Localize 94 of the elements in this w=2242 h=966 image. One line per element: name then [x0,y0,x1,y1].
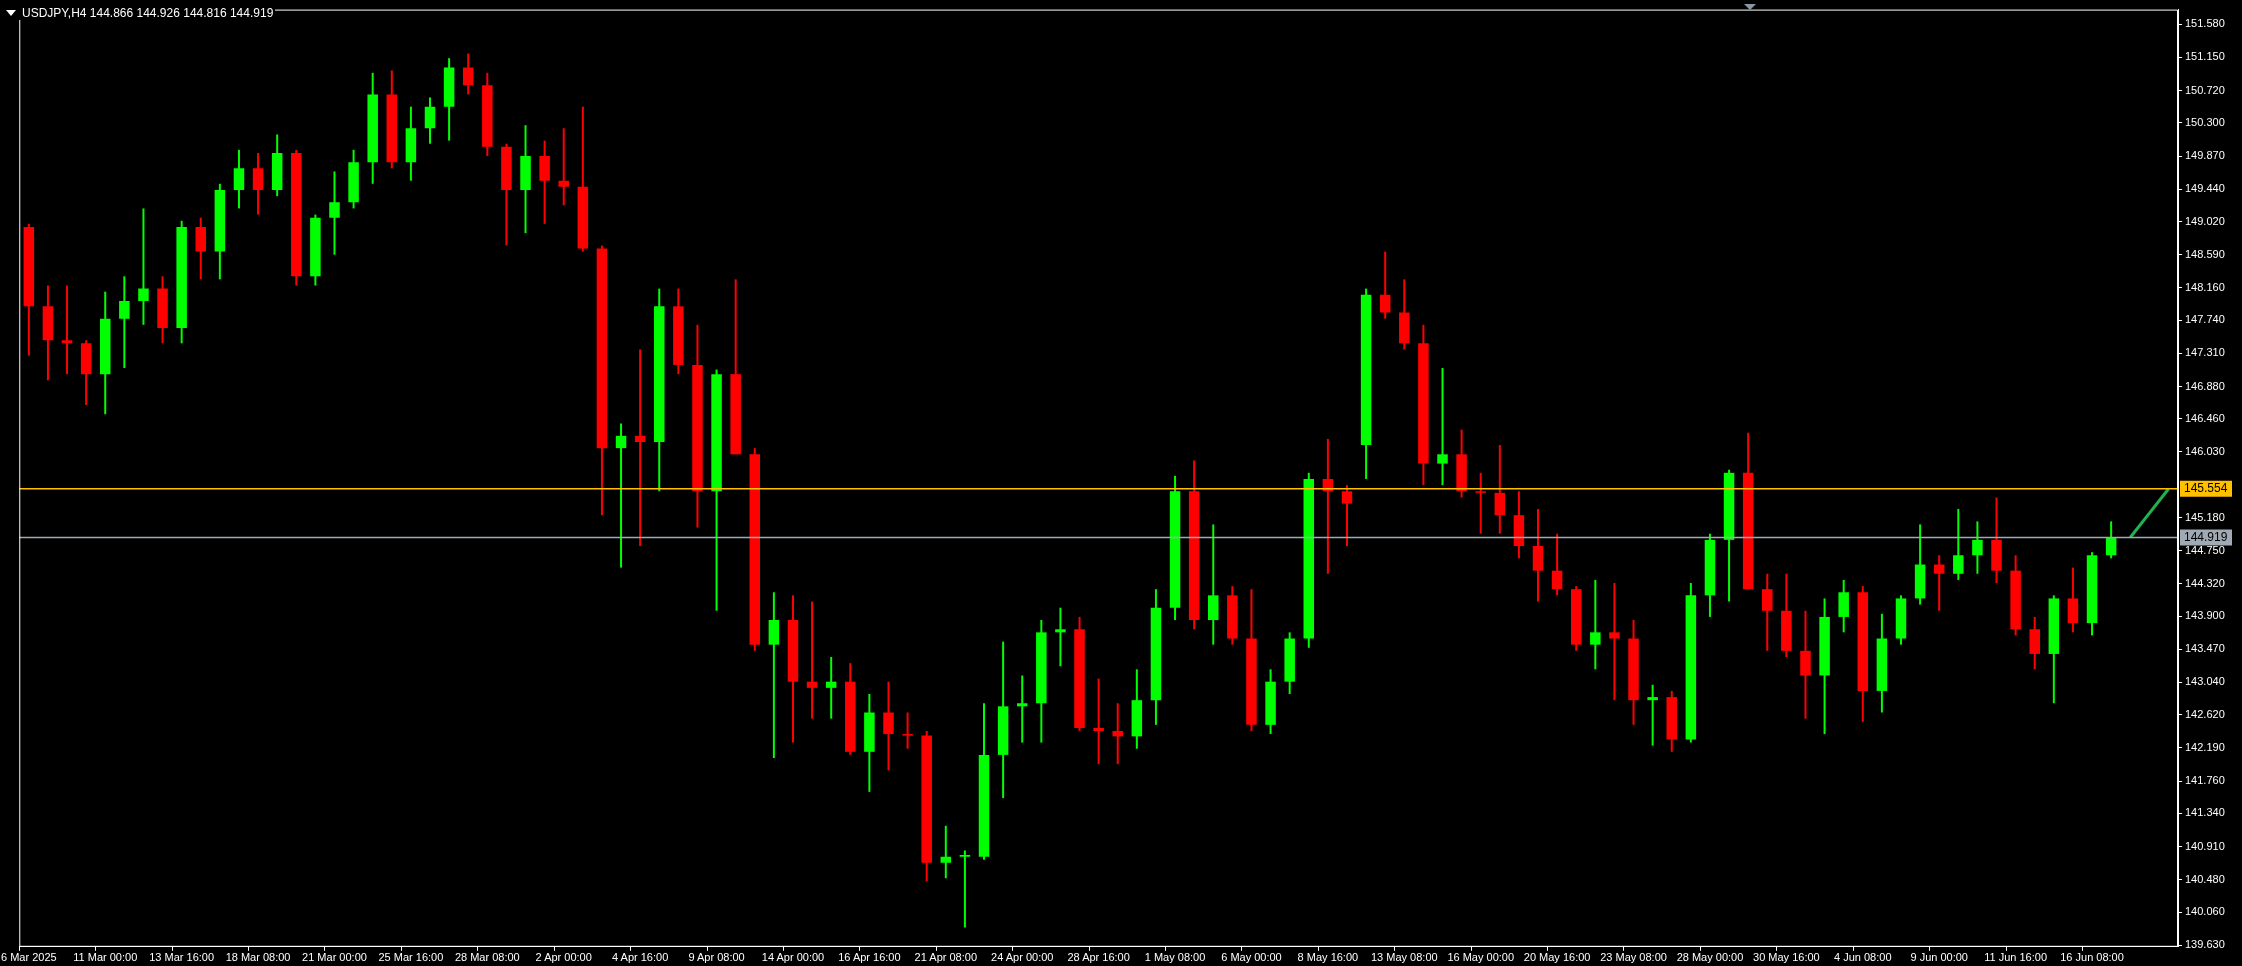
y-tick-label: 148.160 [2185,280,2225,293]
candlestick [1475,471,1486,535]
y-tick-label: 149.870 [2185,149,2225,162]
x-tick-label: 9 Jun 00:00 [1910,951,1968,964]
y-tick-label: 147.740 [2185,313,2225,326]
y-tick-label: 150.300 [2185,115,2225,128]
y-tick-label: 145.180 [2185,510,2225,523]
candlestick [1437,366,1448,487]
candlestick [1609,582,1620,702]
y-tick-label: 142.190 [2185,740,2225,753]
x-tick-label: 8 May 16:00 [1297,951,1359,964]
candlestick [119,275,130,369]
candlestick [329,170,340,256]
y-tick-label: 144.320 [2185,576,2225,589]
x-tick-label: 28 May 00:00 [1676,951,1744,964]
x-tick-label: 1 May 08:00 [1144,951,1206,964]
candlestick [252,151,264,216]
ref-line-label: 145.554 [2184,480,2228,495]
y-tick-label: 149.020 [2185,214,2225,227]
y-tick-label: 140.910 [2185,839,2225,852]
x-tick-label: 6 Mar 2025 [1,951,57,964]
x-tick-label: 18 Mar 08:00 [225,951,291,964]
x-tick-label: 28 Apr 16:00 [1067,951,1130,964]
y-tick-label: 141.340 [2185,806,2225,819]
candlestick [615,422,627,569]
y-tick-label: 142.620 [2185,707,2225,720]
y-tick-label: 143.040 [2185,675,2225,688]
x-tick-label: 21 Apr 08:00 [914,951,977,964]
candlestick [1055,606,1066,668]
x-tick-label: 2 Apr 00:00 [535,951,592,964]
x-tick-label: 11 Mar 00:00 [73,951,138,964]
candlestick [2105,520,2117,560]
candlestick [1647,683,1658,747]
y-tick-label: 149.440 [2185,182,2225,195]
candlestick [1953,508,1964,581]
y-tick-label: 144.750 [2185,543,2225,556]
candlestick [1112,702,1123,766]
y-tick-label: 143.900 [2185,609,2225,622]
y-tick-label: 151.150 [2185,50,2225,63]
candlestick [462,52,474,96]
y-tick-label: 147.310 [2185,346,2225,359]
x-tick-label: 4 Jun 08:00 [1834,951,1892,964]
candlestick [138,207,149,326]
x-tick-label: 21 Mar 00:00 [302,951,367,964]
y-tick-label: 143.470 [2185,642,2225,655]
y-tick-label: 140.060 [2185,905,2225,918]
y-tick-label: 146.880 [2185,379,2225,392]
candlestick [1494,444,1506,535]
candlestick [1551,532,1563,597]
x-tick-label: 28 Mar 08:00 [454,951,520,964]
candlestick [1933,554,1945,612]
x-tick-label: 16 May 00:00 [1447,951,1515,964]
y-tick-label: 150.720 [2185,83,2225,96]
x-tick-label: 4 Apr 16:00 [612,951,669,964]
candlestick [940,824,952,880]
x-tick-label: 20 May 16:00 [1523,951,1591,964]
y-tick-label: 146.030 [2185,445,2225,458]
x-tick-label: 24 Apr 00:00 [991,951,1054,964]
candlestick [1972,520,1983,575]
y-tick-label: 141.760 [2185,774,2225,787]
x-tick-label: 13 Mar 16:00 [149,951,215,964]
x-tick-label: 16 Apr 16:00 [838,951,901,964]
candlestick [806,600,818,720]
y-tick-label: 148.590 [2185,247,2225,260]
candlestick [1379,250,1391,320]
x-tick-label: 23 May 08:00 [1600,951,1667,964]
candlestick [902,711,913,750]
x-tick-label: 30 May 16:00 [1753,951,1820,964]
candlestick [1093,677,1104,766]
y-tick-label: 140.480 [2185,872,2225,885]
x-tick-label: 11 Jun 16:00 [1984,951,2048,964]
candlestick [1762,572,1773,652]
candlestick [959,849,971,929]
chart-title: USDJPY,H4 144.866 144.926 144.816 144.919 [22,6,274,20]
candlestick [61,284,73,376]
candlestick [825,656,837,720]
candlestick [1016,674,1028,744]
x-tick-label: 14 Apr 00:00 [761,951,825,964]
candlestick [424,96,436,145]
candlestick [883,680,894,772]
y-tick-label: 151.580 [2185,17,2225,30]
x-tick-label: 6 May 00:00 [1221,951,1282,964]
y-tick-label: 139.630 [2185,938,2225,951]
x-tick-label: 9 Apr 08:00 [688,951,745,964]
candlestick [1341,484,1353,548]
x-tick-label: 16 Jun 08:00 [2060,951,2124,964]
candlestick [233,148,245,210]
x-tick-label: 25 Mar 16:00 [378,951,444,964]
x-tick-label: 13 May 08:00 [1370,951,1438,964]
candlestick [558,127,569,207]
candlestick [1590,578,1601,671]
y-tick-label: 146.460 [2185,411,2225,424]
ref-line-label: 144.919 [2184,529,2228,544]
candlestick [634,348,646,548]
